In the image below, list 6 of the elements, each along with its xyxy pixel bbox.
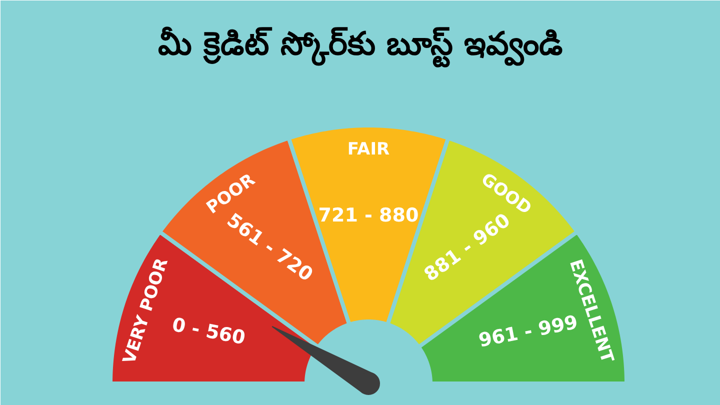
text: 721 - 880 xyxy=(318,204,419,226)
text: 881 - 960 xyxy=(420,209,514,286)
text: 0 - 560 xyxy=(170,314,248,350)
slice-label: VERY POOR xyxy=(120,256,172,366)
chart-title: మీ క్రెడిట్ స్కోర్‌కు బూస్ట్ ఇవ్వండి xyxy=(158,24,563,68)
slice-label: FAIR xyxy=(347,140,390,160)
